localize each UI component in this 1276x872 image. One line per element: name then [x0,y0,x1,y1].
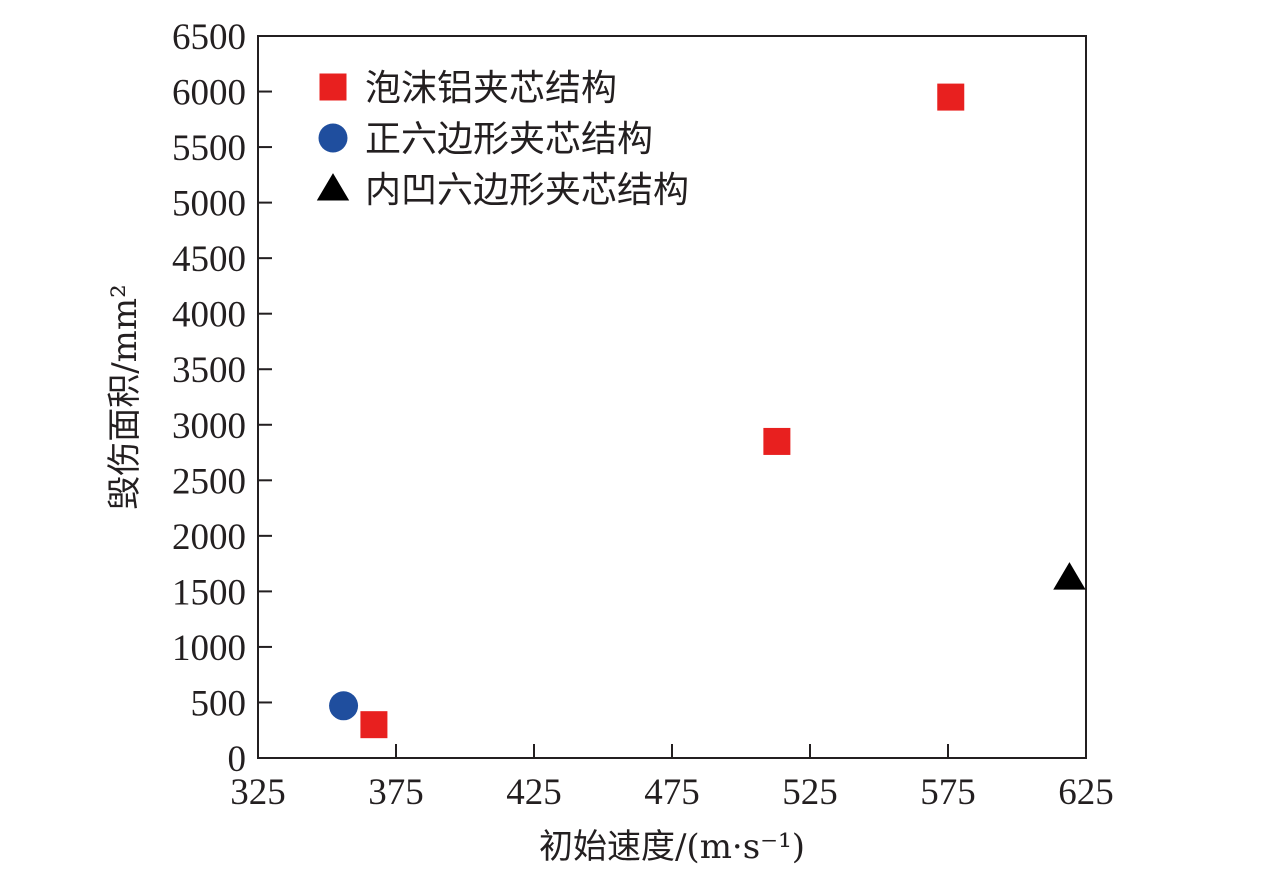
axis-ticks [257,35,1087,759]
y-tick-label: 3000 [172,406,246,447]
y-tick-label: 5500 [172,128,246,169]
y-tick-label: 4500 [172,239,246,280]
legend-label: 正六边形夹芯结构 [365,119,653,160]
legend-label: 泡沫铝夹芯结构 [365,68,617,109]
y-tick-labels: 0 500 1000 1500 2000 2500 3000 3500 4000 4500 5000… [172,17,246,780]
data-point-square [360,711,388,739]
x-tick-label: 575 [920,772,976,813]
data-point-triangle [1053,562,1086,590]
y-tick-label: 1500 [172,572,246,613]
data-point-square [937,83,965,111]
x-axis-title: 初始速度/(m·s⁻¹) [539,827,805,867]
x-tick-label: 475 [644,772,700,813]
x-tick-labels: 325 375 425 475 525 575 625 [230,772,1114,813]
y-tick-label: 5000 [172,184,246,225]
y-tick-label: 4000 [172,295,246,336]
legend-marker-square [319,73,347,101]
y-tick-label: 3500 [172,350,246,391]
y-tick-label: 0 [228,739,247,780]
y-tick-label: 500 [191,683,247,724]
legend-label: 内凹六边形夹芯结构 [365,170,689,211]
y-tick-label: 6000 [172,73,246,114]
y-tick-label: 2500 [172,461,246,502]
x-tick-label: 625 [1058,772,1114,813]
y-axis-title: 毁伤面积/mm² [105,284,145,510]
data-points [329,83,1086,739]
legend-marker-triangle [316,173,350,201]
x-tick-label: 325 [230,772,286,813]
data-point-circle [329,691,359,721]
y-tick-label: 1000 [172,628,246,669]
data-point-square [763,427,791,455]
y-tick-label: 2000 [172,517,246,558]
x-tick-label: 425 [506,772,562,813]
x-tick-label: 525 [782,772,838,813]
y-tick-label: 6500 [172,17,246,58]
x-tick-label: 375 [368,772,424,813]
legend-marker-circle [318,123,348,153]
